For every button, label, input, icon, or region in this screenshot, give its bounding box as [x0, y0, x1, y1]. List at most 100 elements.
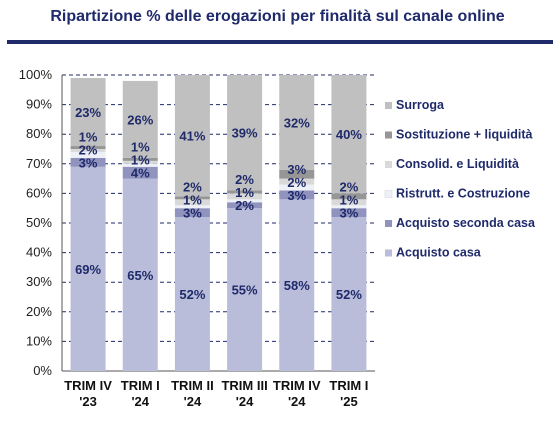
data-label: 23% [75, 105, 101, 120]
bar-segment [122, 157, 158, 161]
x-category-label: '24 [131, 394, 149, 409]
y-tick-label: 50% [26, 215, 52, 230]
data-label: 1% [183, 193, 202, 208]
bar-segment [227, 193, 263, 200]
legend-swatch [385, 220, 392, 227]
data-label: 39% [232, 126, 258, 141]
bar-segment [279, 178, 315, 185]
legend-swatch [385, 131, 392, 139]
bar-segment [227, 199, 263, 203]
y-tick-label: 10% [26, 333, 52, 348]
legend-label: Consolid. e Liquidità [396, 157, 519, 171]
data-label: 65% [127, 268, 153, 283]
bar-segment [279, 184, 315, 191]
bar-segment [122, 160, 158, 164]
data-label: 4% [131, 166, 150, 181]
data-label: 58% [284, 278, 310, 293]
bar-segment [331, 75, 367, 194]
bar-segment [174, 196, 210, 200]
data-label: 40% [336, 127, 362, 142]
x-category-label: TRIM III [221, 378, 267, 393]
bar-segment [174, 75, 210, 197]
y-tick-label: 20% [26, 304, 52, 319]
data-label: 1% [131, 153, 150, 168]
data-label: 3% [340, 206, 359, 221]
data-label: 3% [183, 206, 202, 221]
bar-segment [279, 75, 315, 170]
x-category-label: TRIM IV [64, 378, 112, 393]
bar-segment [70, 151, 106, 158]
data-label: 3% [287, 188, 306, 203]
data-label: 1% [340, 193, 359, 208]
bar-segment [227, 208, 263, 371]
legend-label: Sostituzione + liquidità [396, 128, 533, 142]
bar-segment [174, 199, 210, 206]
y-tick-label: 80% [26, 126, 52, 141]
data-label: 3% [79, 155, 98, 170]
title-rule [7, 40, 553, 44]
data-label: 2% [79, 142, 98, 157]
bar-segment [174, 217, 210, 371]
data-label: 2% [287, 175, 306, 190]
data-label: 41% [179, 129, 205, 144]
bar-segment [122, 178, 158, 371]
data-label: 1% [131, 140, 150, 155]
legend-label: Surroga [396, 98, 445, 112]
x-category-label: '24 [236, 394, 254, 409]
bar-segment [279, 199, 315, 371]
bar-segment [122, 80, 158, 158]
bar-segment [70, 77, 106, 147]
y-tick-label: 90% [26, 97, 52, 112]
bar-segment [279, 190, 315, 200]
data-label: 69% [75, 262, 101, 277]
y-tick-label: 0% [33, 363, 52, 378]
bar-segment [279, 169, 315, 179]
legend-label: Acquisto seconda casa [396, 216, 536, 230]
legend-swatch [385, 249, 392, 257]
x-category-label: '23 [79, 394, 97, 409]
bar-segment [227, 202, 263, 209]
bar-segment [70, 146, 106, 149]
legend-swatch [385, 102, 392, 109]
chart-title: Ripartizione % delle erogazioni per fina… [50, 8, 505, 25]
data-label: 2% [183, 180, 202, 195]
legend-label: Acquisto casa [396, 246, 482, 260]
bar-segment [70, 166, 106, 371]
x-category-label: '25 [340, 394, 358, 409]
data-label: 2% [235, 198, 254, 213]
data-label: 1% [79, 129, 98, 144]
bar-segment [122, 166, 158, 179]
data-label: 3% [287, 162, 306, 177]
data-label: 2% [235, 172, 254, 187]
y-tick-label: 40% [26, 245, 52, 260]
bar-segment [227, 190, 263, 194]
bar-segment [227, 75, 263, 191]
bar-segment [174, 208, 210, 218]
x-category-label: '24 [184, 394, 202, 409]
data-label: 1% [235, 185, 254, 200]
legend-swatch [385, 161, 392, 168]
legend-swatch [384, 190, 393, 198]
bar-segment [331, 208, 367, 218]
data-label: 32% [284, 115, 310, 130]
bar-segment [174, 205, 210, 209]
bar-segment [331, 217, 367, 371]
y-tick-label: 30% [26, 274, 52, 289]
bar-segment [331, 193, 367, 200]
bar-segment [122, 163, 158, 167]
y-tick-label: 70% [26, 156, 52, 171]
x-category-label: '24 [288, 394, 306, 409]
y-tick-label: 100% [19, 67, 53, 82]
bar-segment [331, 205, 367, 209]
bar-segment [331, 199, 367, 206]
data-label: 2% [340, 180, 359, 195]
data-label: 52% [179, 287, 205, 302]
x-category-label: TRIM IV [273, 378, 321, 393]
data-label: 52% [336, 287, 362, 302]
x-category-label: TRIM I [121, 378, 160, 393]
data-label: 55% [232, 283, 258, 298]
x-category-label: TRIM II [171, 378, 214, 393]
bar-segment [70, 149, 106, 152]
data-label: 26% [127, 112, 153, 127]
